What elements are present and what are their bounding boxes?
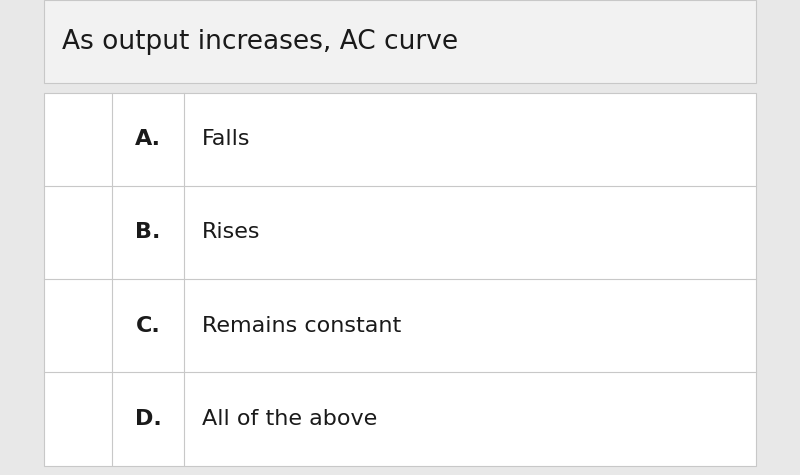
Text: As output increases, AC curve: As output increases, AC curve: [62, 28, 458, 55]
FancyBboxPatch shape: [44, 0, 756, 83]
Text: Falls: Falls: [202, 129, 250, 149]
Text: Remains constant: Remains constant: [202, 316, 401, 336]
FancyBboxPatch shape: [44, 93, 756, 465]
Text: B.: B.: [135, 222, 161, 242]
Text: D.: D.: [134, 409, 162, 429]
Text: All of the above: All of the above: [202, 409, 377, 429]
Text: A.: A.: [135, 129, 161, 149]
Text: C.: C.: [136, 316, 160, 336]
Text: Rises: Rises: [202, 222, 260, 242]
